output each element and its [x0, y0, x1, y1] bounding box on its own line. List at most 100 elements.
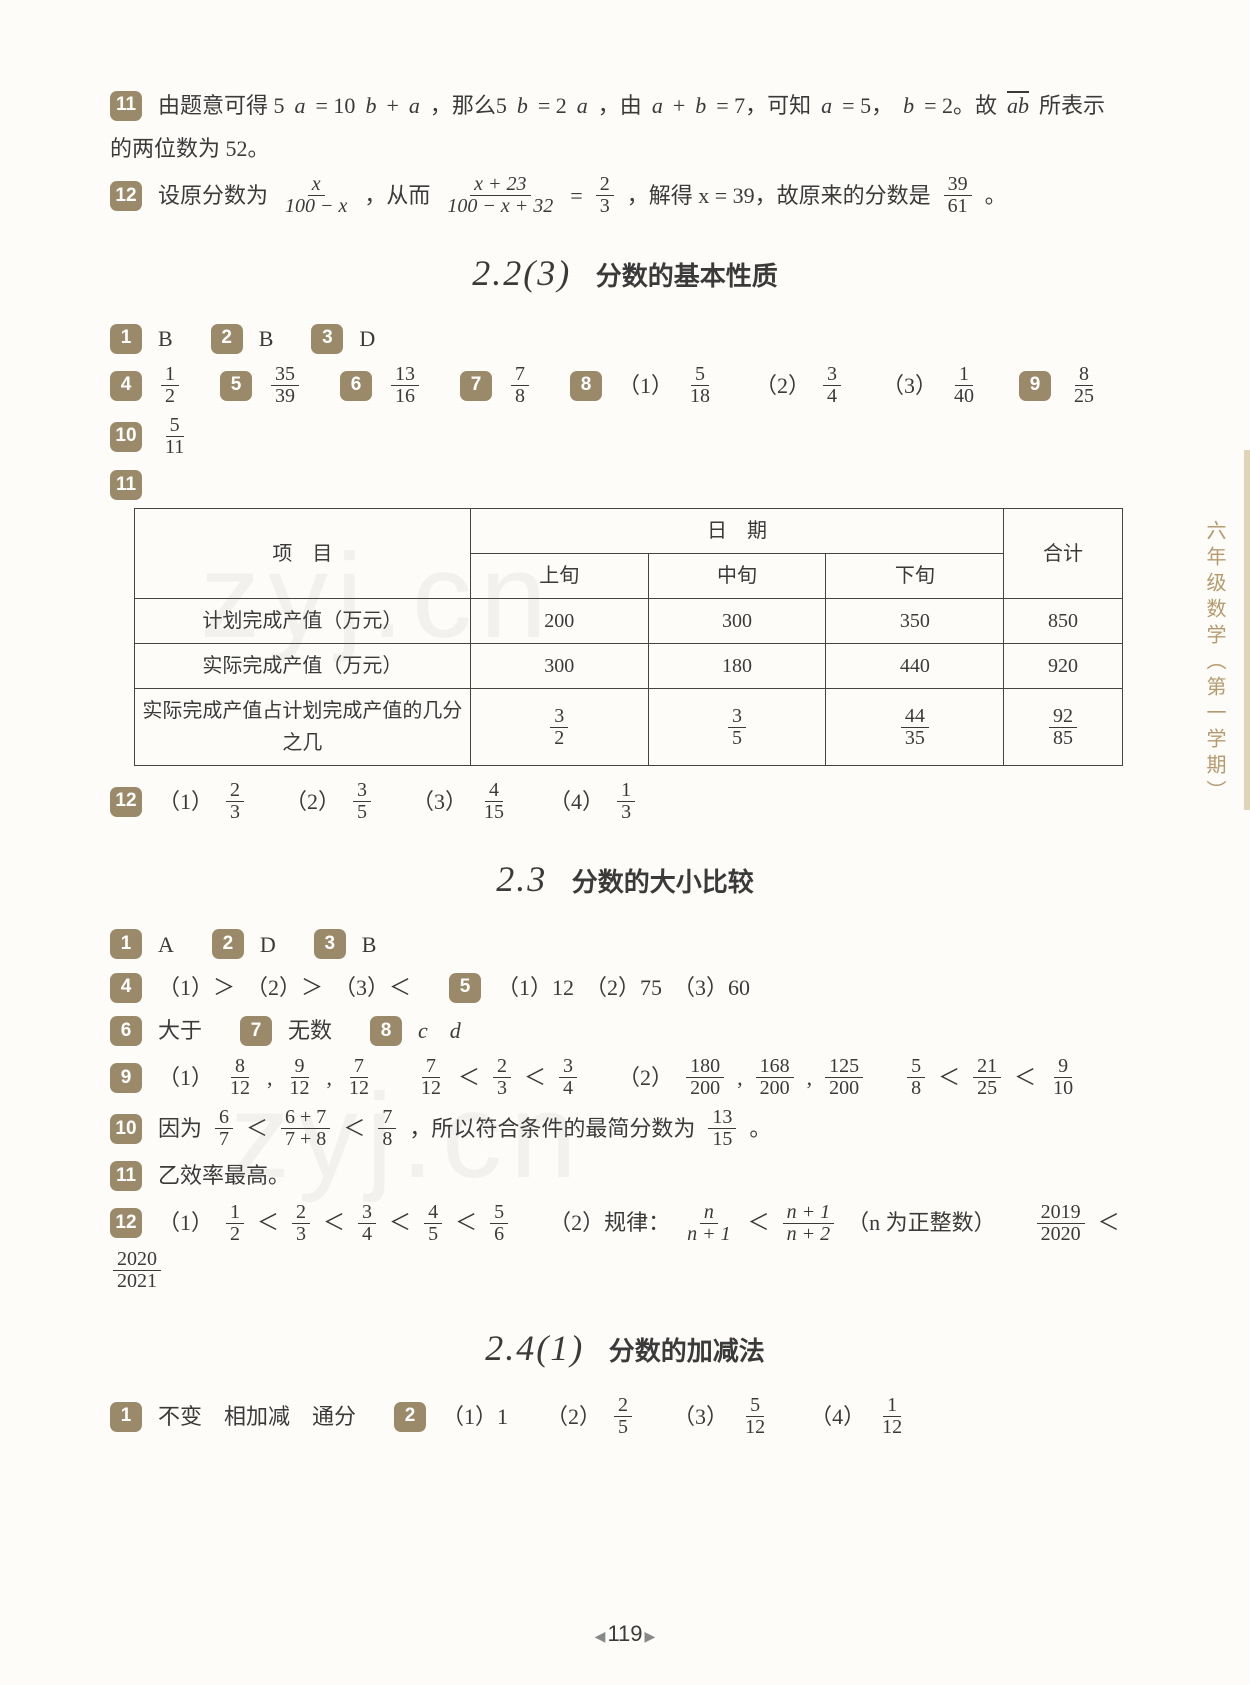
- lt: ＜: [246, 1111, 268, 1146]
- label: （3）: [673, 1399, 728, 1434]
- var-a: a: [821, 88, 832, 123]
- lt: ＜: [343, 1111, 365, 1146]
- fraction: 812: [226, 1056, 254, 1099]
- fraction: 23: [226, 780, 244, 823]
- label: （2）: [618, 1060, 673, 1095]
- answer: 乙效率最高。: [158, 1158, 290, 1193]
- label: （1）: [618, 368, 673, 403]
- text: 。: [749, 1111, 771, 1146]
- var-ab-overline: ab: [1007, 88, 1029, 123]
- cell: 35: [648, 689, 826, 766]
- fraction: 912: [286, 1056, 314, 1099]
- badge: 5: [449, 973, 481, 1003]
- side-label: 六年级数学（第一学期）: [1198, 520, 1230, 806]
- fraction: 712: [417, 1056, 445, 1099]
- text: ，由: [598, 88, 642, 123]
- fraction: 2125: [973, 1056, 1001, 1099]
- answer: （1）12 （2）75 （3）60: [497, 970, 750, 1005]
- badge: 2: [212, 929, 244, 959]
- fraction: 23: [493, 1056, 511, 1099]
- section-number: 2.4(1): [485, 1328, 584, 1368]
- table-row: 计划完成产值（万元） 200 300 350 850: [135, 599, 1123, 644]
- badge-11: 11: [110, 91, 142, 121]
- lt: ＜: [458, 1060, 480, 1095]
- badge: 10: [110, 1114, 142, 1144]
- badge: 12: [110, 787, 142, 817]
- lt: ＜: [1098, 1205, 1120, 1240]
- section-heading-23: 2.3 分数的大小比较: [110, 851, 1140, 909]
- text: 由题意可得 5: [158, 88, 285, 123]
- text: ，所以符合条件的最简分数为: [409, 1111, 695, 1146]
- answer: c d: [418, 1013, 461, 1048]
- badge: 2: [211, 324, 243, 354]
- s23-q9: 9 （1） 812, 912, 712 712 ＜ 23 ＜ 34 （2） 18…: [110, 1056, 1140, 1099]
- badge: 9: [110, 1063, 142, 1093]
- fraction: 1316: [391, 364, 419, 407]
- text: ，那么5: [430, 88, 507, 123]
- fraction: n + 1n + 2: [783, 1202, 835, 1245]
- var-a: a: [652, 88, 663, 123]
- lt: ＜: [1014, 1060, 1036, 1095]
- fraction: 35: [353, 780, 371, 823]
- problem-12: 12 设原分数为 x100 − x ，从而 x + 23100 − x + 32…: [110, 174, 1140, 217]
- fraction: 34: [358, 1202, 376, 1245]
- section-heading-22-3: 2.2(3) 分数的基本性质: [110, 245, 1140, 303]
- fraction: 20202021: [113, 1249, 161, 1292]
- answer: 不变 相加减 通分: [158, 1399, 356, 1434]
- text: = 5，: [842, 88, 893, 123]
- note: （n 为正整数）: [847, 1205, 996, 1240]
- badge: 7: [240, 1016, 272, 1046]
- text: ，解得 x = 39，故原来的分数是: [627, 178, 931, 213]
- col-early: 上旬: [470, 554, 648, 599]
- text: +: [673, 88, 685, 123]
- fraction: 415: [480, 780, 508, 823]
- badge: 6: [110, 1016, 142, 1046]
- s23-row3: 6大于 7无数 8c d: [110, 1013, 1140, 1048]
- cell: 440: [826, 644, 1004, 689]
- label: （2）规律：: [549, 1205, 670, 1240]
- badge: 12: [110, 1208, 142, 1238]
- section-title: 分数的大小比较: [572, 868, 754, 897]
- s23-q10: 10 因为 67 ＜ 6 + 77 + 8 ＜ 78 ，所以符合条件的最简分数为…: [110, 1107, 1140, 1150]
- fraction: 13: [617, 780, 635, 823]
- badge: 11: [110, 470, 142, 500]
- col-late: 下旬: [826, 554, 1004, 599]
- badge: 4: [110, 973, 142, 1003]
- fraction: 511: [161, 415, 188, 458]
- text: 。: [985, 178, 1007, 213]
- label: （1）: [158, 1060, 213, 1095]
- badge: 2: [394, 1402, 426, 1432]
- answer: A: [158, 927, 174, 962]
- cell: 350: [826, 599, 1004, 644]
- fraction: 23: [292, 1202, 310, 1245]
- var-a: a: [577, 88, 588, 123]
- fraction: 45: [424, 1202, 442, 1245]
- problem-11: 11 由题意可得 5 a = 10 b + a ，那么5 b = 2 a ，由 …: [110, 88, 1140, 123]
- answers-row-3: 10 511: [110, 415, 1140, 458]
- fraction: 112: [878, 1395, 906, 1438]
- answers-row-2: 4 12 5 3539 6 1316 7 78 8 （1） 518 （2） 34…: [110, 364, 1140, 407]
- row-label: 实际完成产值（万元）: [135, 644, 471, 689]
- text: = 7，可知: [716, 88, 811, 123]
- var-b: b: [365, 88, 376, 123]
- lt: ＜: [455, 1205, 477, 1240]
- lt: ＜: [323, 1205, 345, 1240]
- lt: ＜: [938, 1060, 960, 1095]
- text: 因为: [158, 1111, 202, 1146]
- section-number: 2.2(3): [472, 253, 571, 293]
- fraction: 58: [907, 1056, 925, 1099]
- fraction: 20192020: [1037, 1202, 1085, 1245]
- table-row: 实际完成产值占计划完成产值的几分之几 32 35 4435 9285: [135, 689, 1123, 766]
- col-date: 日 期: [470, 509, 1003, 554]
- fraction: 712: [345, 1056, 373, 1099]
- var-b: b: [695, 88, 706, 123]
- text: = 2。故: [924, 88, 997, 123]
- row-label: 计划完成产值（万元）: [135, 599, 471, 644]
- fraction: 168200: [756, 1056, 794, 1099]
- label: （2）: [285, 784, 340, 819]
- badge: 3: [314, 929, 346, 959]
- answers-row-1: 1B 2B 3D: [110, 321, 1140, 356]
- lt: ＜: [524, 1060, 546, 1095]
- fraction: x + 23100 − x + 32: [443, 174, 557, 217]
- badge: 11: [110, 1161, 142, 1191]
